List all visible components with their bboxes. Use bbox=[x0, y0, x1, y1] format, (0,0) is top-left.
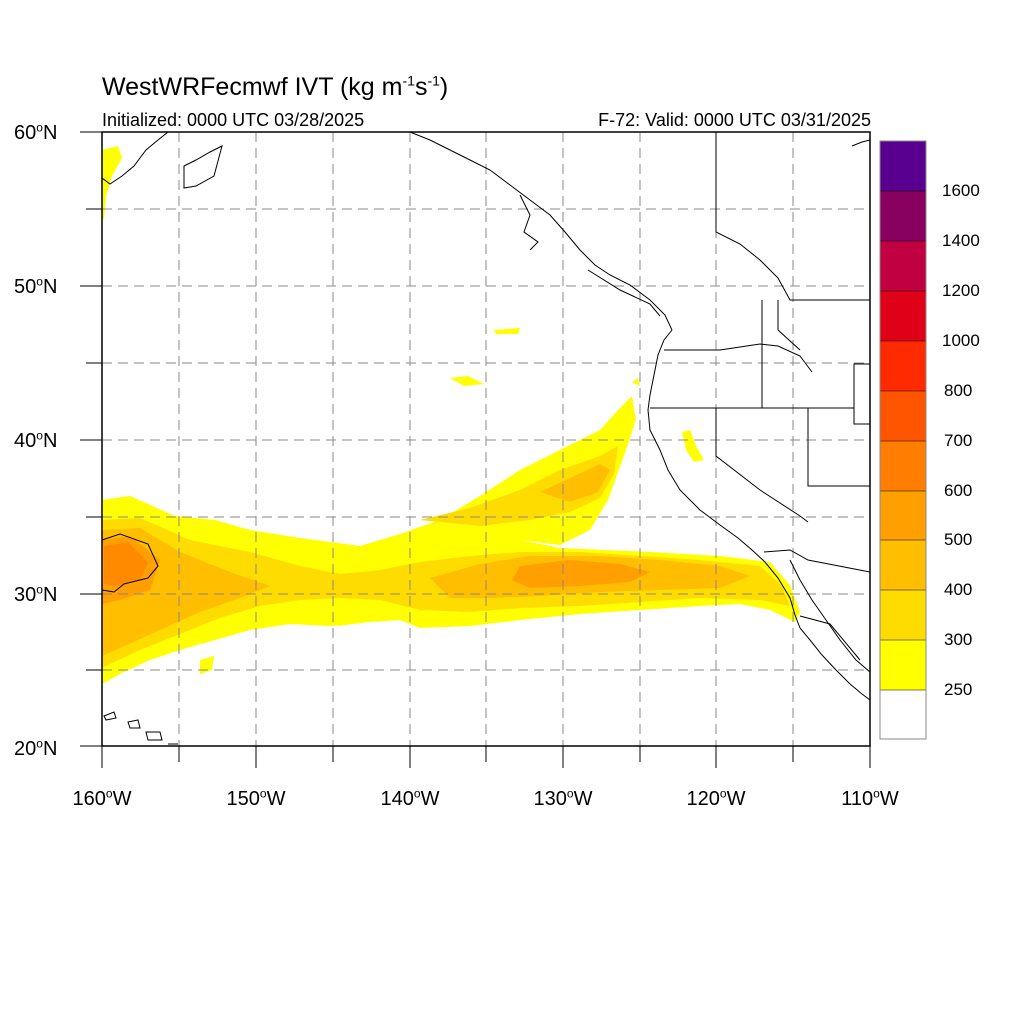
ivt-band-400-north bbox=[540, 464, 610, 502]
ivt-band-300-north bbox=[420, 446, 618, 526]
colorbar-label-250: 250 bbox=[944, 680, 973, 699]
graticule bbox=[102, 132, 870, 746]
colorbar-swatch-8 bbox=[880, 491, 926, 540]
lat-label-20n: 20oN bbox=[14, 736, 58, 760]
lon-label-160w: 160oW bbox=[72, 786, 132, 810]
colorbar-swatch-12 bbox=[880, 690, 926, 739]
ivt-patch-small-6 bbox=[632, 378, 640, 386]
lat-label-60n: 60oN bbox=[14, 120, 58, 144]
colorbar-swatch-10 bbox=[880, 590, 926, 640]
lat-label-50n: 50oN bbox=[14, 274, 58, 298]
ivt-band-600 bbox=[104, 542, 148, 586]
colorbar-swatch-9 bbox=[880, 540, 926, 590]
lat-label-30n: 30oN bbox=[14, 582, 58, 606]
ivt-patch-nw bbox=[102, 146, 122, 222]
colorbar-label-1000: 1000 bbox=[942, 331, 980, 350]
ivt-patch-small-4 bbox=[200, 656, 214, 674]
colorbar-swatch-5 bbox=[880, 341, 926, 391]
colorbar-label-700: 700 bbox=[944, 431, 973, 450]
colorbar-label-400: 400 bbox=[944, 580, 973, 599]
coastline bbox=[102, 132, 870, 745]
colorbar-swatch-6 bbox=[880, 391, 926, 441]
colorbar-swatch-11 bbox=[880, 640, 926, 690]
lon-label-130w: 130oW bbox=[533, 786, 593, 810]
colorbar-swatch-4 bbox=[880, 291, 926, 341]
initialized-label: Initialized: 0000 UTC 03/28/2025 bbox=[102, 110, 365, 130]
colorbar-swatch-7 bbox=[880, 441, 926, 491]
colorbar-swatch-3 bbox=[880, 241, 926, 291]
colorbar-label-800: 800 bbox=[944, 381, 973, 400]
colorbar-label-1400: 1400 bbox=[942, 231, 980, 250]
ivt-band-250 bbox=[102, 396, 800, 684]
axis-ticks bbox=[80, 131, 871, 768]
colorbar-label-1200: 1200 bbox=[942, 281, 980, 300]
colorbar-swatch-1 bbox=[880, 141, 926, 191]
ivt-band-500-east bbox=[512, 560, 650, 588]
lon-label-110w: 110oW bbox=[841, 786, 899, 810]
lat-label-40n: 40oN bbox=[14, 428, 58, 452]
colorbar-label-1600: 1600 bbox=[942, 181, 980, 200]
lon-label-150w: 150oW bbox=[226, 786, 286, 810]
ivt-patch-small-1 bbox=[494, 328, 520, 334]
lon-label-140w: 140oW bbox=[380, 786, 440, 810]
ivt-patch-small-3 bbox=[682, 430, 704, 462]
valid-time-label: F-72: Valid: 0000 UTC 03/31/2025 bbox=[598, 110, 871, 130]
colorbar-label-500: 500 bbox=[944, 530, 973, 549]
ivt-contour bbox=[101, 533, 159, 593]
ivt-shading bbox=[102, 146, 800, 684]
map-title: WestWRFecmwf IVT (kg m-1s-1) bbox=[102, 72, 449, 101]
state-borders bbox=[650, 132, 870, 661]
ivt-patch-small-5 bbox=[336, 612, 368, 626]
colorbar-label-300: 300 bbox=[944, 630, 973, 649]
lon-label-120w: 120oW bbox=[686, 786, 746, 810]
colorbar bbox=[879, 140, 927, 740]
colorbar-swatch-2 bbox=[880, 191, 926, 241]
ivt-patch-small-2 bbox=[450, 376, 484, 386]
colorbar-label-600: 600 bbox=[944, 481, 973, 500]
